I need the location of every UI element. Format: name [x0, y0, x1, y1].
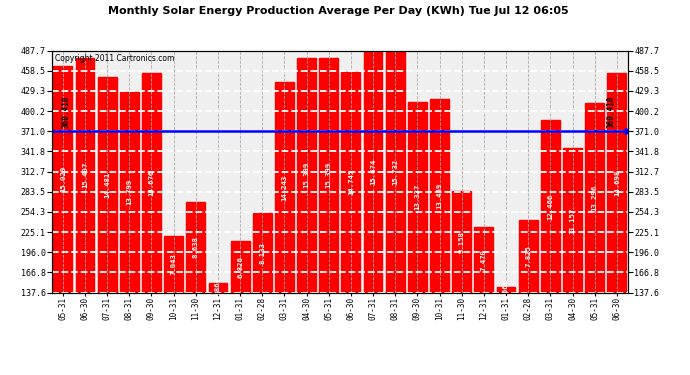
Bar: [408, 102, 427, 292]
Text: 7.825: 7.825: [525, 245, 531, 267]
Text: 4.661: 4.661: [503, 279, 509, 301]
Bar: [563, 148, 582, 292]
Bar: [519, 220, 538, 292]
Text: 9.158: 9.158: [459, 231, 464, 253]
Bar: [607, 73, 627, 292]
Text: 360.410: 360.410: [606, 96, 615, 129]
Text: 15.732: 15.732: [392, 159, 398, 185]
Bar: [297, 58, 316, 292]
Text: 14.481: 14.481: [104, 172, 110, 198]
Bar: [186, 202, 205, 292]
Text: 7.470: 7.470: [481, 249, 487, 271]
Text: Monthly Solar Energy Production Average Per Day (KWh) Tue Jul 12 06:05: Monthly Solar Energy Production Average …: [108, 6, 569, 16]
Text: 15.029: 15.029: [60, 166, 66, 192]
Bar: [541, 120, 560, 292]
Text: 15.407: 15.407: [82, 162, 88, 188]
Text: 15.674: 15.674: [370, 159, 376, 185]
Bar: [497, 287, 515, 292]
Bar: [430, 99, 449, 292]
Bar: [230, 241, 250, 292]
Text: 14.676: 14.676: [148, 170, 155, 196]
Bar: [164, 237, 183, 292]
Bar: [342, 72, 360, 292]
Bar: [319, 58, 338, 292]
Text: 14.745: 14.745: [348, 169, 354, 195]
Bar: [253, 213, 272, 292]
Text: 13.327: 13.327: [415, 184, 420, 210]
Text: 14.698: 14.698: [614, 170, 620, 196]
Bar: [475, 227, 493, 292]
Text: 6.826: 6.826: [237, 256, 243, 278]
Text: Copyright 2011 Cartronics.com: Copyright 2011 Cartronics.com: [55, 54, 174, 63]
Bar: [452, 191, 471, 292]
Bar: [76, 58, 95, 292]
Bar: [208, 283, 228, 292]
Text: 7.043: 7.043: [170, 254, 177, 275]
Bar: [53, 66, 72, 292]
Bar: [98, 77, 117, 292]
Bar: [142, 73, 161, 292]
Bar: [275, 82, 294, 292]
Text: 13.799: 13.799: [126, 179, 132, 206]
Text: 8.638: 8.638: [193, 237, 199, 258]
Bar: [585, 103, 604, 292]
Text: 15.399: 15.399: [326, 162, 332, 188]
Bar: [364, 52, 382, 292]
Text: 13.296: 13.296: [591, 184, 598, 211]
Text: 4.864: 4.864: [215, 277, 221, 299]
Text: 360.410: 360.410: [61, 96, 70, 129]
Text: 14.243: 14.243: [282, 174, 288, 201]
Text: 13.459: 13.459: [437, 183, 442, 209]
Text: 11.157: 11.157: [569, 207, 575, 234]
Text: 12.466: 12.466: [547, 194, 553, 220]
Text: 8.133: 8.133: [259, 242, 265, 264]
Bar: [386, 51, 404, 292]
Text: 15.399: 15.399: [304, 162, 310, 188]
Bar: [120, 92, 139, 292]
